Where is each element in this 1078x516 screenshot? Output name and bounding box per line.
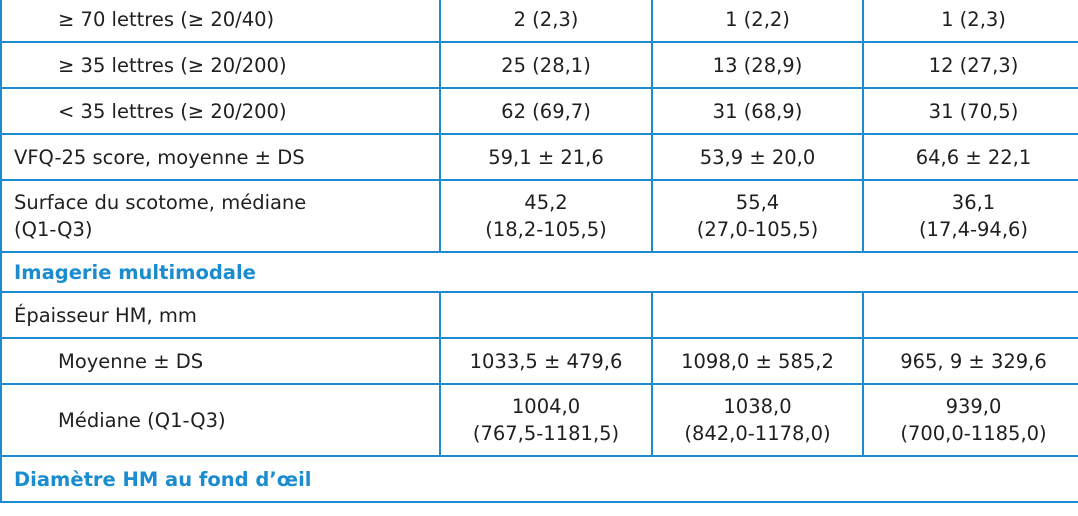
table-row: Surface du scotome, médiane (Q1-Q3) 45,2… [0, 179, 1078, 253]
value-line: 1004,0 [511, 395, 581, 418]
value-cell: 13 (28,9) [651, 41, 864, 89]
value-cell: 1038,0 (842,0-1178,0) [651, 383, 864, 457]
value-cell: 1004,0 (767,5-1181,5) [439, 383, 653, 457]
row-label: Moyenne ± DS [0, 337, 441, 385]
value-cell: 1 (2,3) [862, 0, 1078, 43]
value-line: (767,5-1181,5) [472, 422, 620, 445]
section-title: Imagerie multimodale [0, 251, 1078, 293]
value-cell [862, 291, 1078, 339]
value-cell: 45,2 (18,2-105,5) [439, 179, 653, 253]
value-cell: 59,1 ± 21,6 [439, 133, 653, 181]
row-label: Surface du scotome, médiane (Q1-Q3) [0, 179, 441, 253]
row-label: < 35 lettres (≥ 20/200) [0, 87, 441, 135]
value-line: (842,0-1178,0) [684, 422, 831, 445]
value-line: (17,4-94,6) [918, 218, 1029, 241]
row-label: Épaisseur HM, mm [0, 291, 441, 339]
value-line: 1038,0 [723, 395, 792, 418]
value-line: (27,0-105,5) [696, 218, 819, 241]
row-label: Médiane (Q1-Q3) [0, 383, 441, 457]
value-cell: 31 (70,5) [862, 87, 1078, 135]
section-header-row: Imagerie multimodale [0, 251, 1078, 293]
value-line: 55,4 [735, 191, 780, 214]
table-row: < 35 lettres (≥ 20/200) 62 (69,7) 31 (68… [0, 87, 1078, 135]
table-row: Médiane (Q1-Q3) 1004,0 (767,5-1181,5) 10… [0, 383, 1078, 457]
value-cell: 36,1 (17,4-94,6) [862, 179, 1078, 253]
table-row: Moyenne ± DS 1033,5 ± 479,6 1098,0 ± 585… [0, 337, 1078, 385]
table-row: ≥ 35 lettres (≥ 20/200) 25 (28,1) 13 (28… [0, 41, 1078, 89]
value-cell: 31 (68,9) [651, 87, 864, 135]
row-label: VFQ-25 score, moyenne ± DS [0, 133, 441, 181]
value-cell: 25 (28,1) [439, 41, 653, 89]
value-cell: 965, 9 ± 329,6 [862, 337, 1078, 385]
table-row: ≥ 70 lettres (≥ 20/40) 2 (2,3) 1 (2,2) 1… [0, 0, 1078, 43]
value-line: 36,1 [951, 191, 996, 214]
section-title: Diamètre HM au fond d’œil [0, 455, 1078, 503]
value-cell: 939,0 (700,0-1185,0) [862, 383, 1078, 457]
value-cell: 2 (2,3) [439, 0, 653, 43]
value-cell: 1 (2,2) [651, 0, 864, 43]
value-line: (700,0-1185,0) [900, 422, 1047, 445]
value-cell: 62 (69,7) [439, 87, 653, 135]
table-row: Épaisseur HM, mm [0, 291, 1078, 339]
row-label-line: Surface du scotome, médiane [14, 191, 307, 214]
value-cell [439, 291, 653, 339]
value-line: 45,2 [524, 191, 568, 214]
results-table: ≥ 70 lettres (≥ 20/40) 2 (2,3) 1 (2,2) 1… [0, 0, 1078, 503]
value-line: 939,0 [945, 395, 1002, 418]
value-cell: 12 (27,3) [862, 41, 1078, 89]
value-cell: 1033,5 ± 479,6 [439, 337, 653, 385]
row-label: ≥ 35 lettres (≥ 20/200) [0, 41, 441, 89]
value-cell: 55,4 (27,0-105,5) [651, 179, 864, 253]
value-cell: 64,6 ± 22,1 [862, 133, 1078, 181]
value-line: (18,2-105,5) [485, 218, 607, 241]
value-cell: 53,9 ± 20,0 [651, 133, 864, 181]
section-header-row: Diamètre HM au fond d’œil [0, 455, 1078, 503]
row-label: ≥ 70 lettres (≥ 20/40) [0, 0, 441, 43]
table-row: VFQ-25 score, moyenne ± DS 59,1 ± 21,6 5… [0, 133, 1078, 181]
value-cell: 1098,0 ± 585,2 [651, 337, 864, 385]
value-cell [651, 291, 864, 339]
row-label-line: (Q1-Q3) [14, 218, 93, 241]
